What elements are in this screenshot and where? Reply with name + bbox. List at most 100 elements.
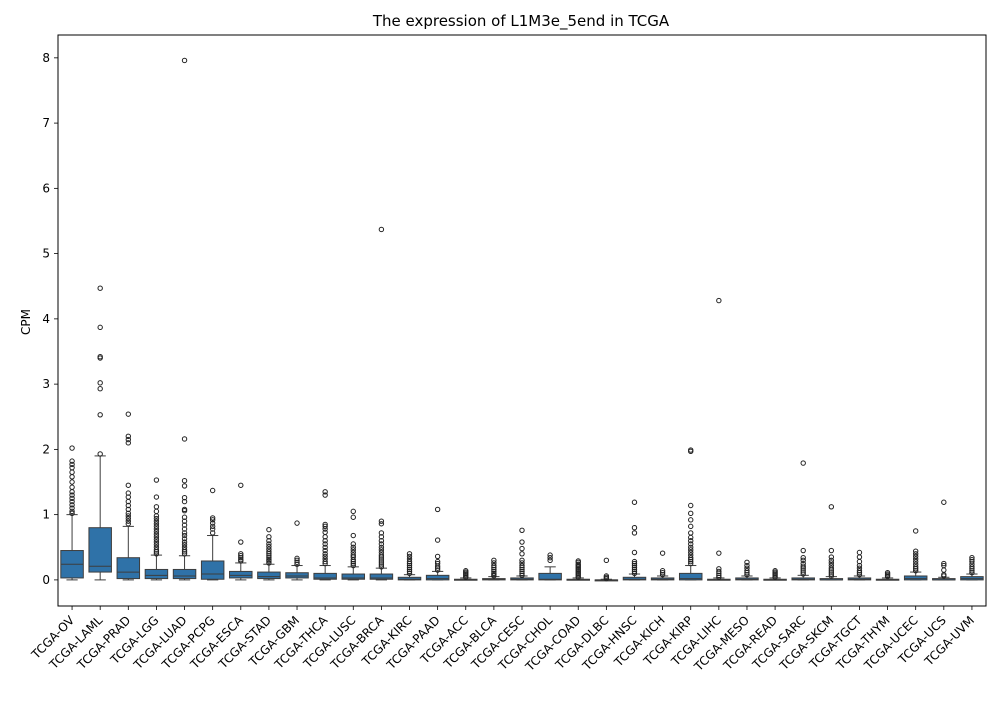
outlier-point (181, 57, 188, 64)
outlier-point (828, 557, 835, 564)
outlier-point (603, 573, 610, 579)
outlier-point (631, 560, 638, 567)
outlier-point (772, 568, 778, 574)
outlier-point (153, 544, 160, 550)
outlier-point (181, 436, 188, 442)
outlier-point (828, 547, 835, 554)
box-TCGA-LUSC (341, 573, 366, 580)
outlier-point (378, 544, 385, 550)
outlier-point (688, 502, 694, 509)
outlier-point (69, 474, 75, 480)
box-TCGA-BRCA (369, 573, 394, 580)
outlier-point (209, 526, 216, 532)
outlier-point (350, 514, 356, 520)
outlier-point (238, 482, 244, 488)
outlier-point (181, 494, 188, 501)
outlier-point (322, 521, 328, 528)
outlier-point (350, 541, 356, 547)
outlier-point (434, 553, 441, 560)
box-TCGA-GBM (285, 572, 309, 579)
outlier-point (688, 530, 694, 536)
box-TCGA-PRAD (116, 557, 141, 580)
outlier-point (941, 567, 947, 573)
outlier-point (266, 549, 272, 555)
outlier-point (322, 489, 328, 495)
outlier-point (322, 541, 328, 547)
outlier-point (941, 499, 947, 505)
outlier-point (941, 560, 947, 567)
outlier-point (378, 547, 385, 553)
box-TCGA-PCPG (200, 560, 225, 580)
outlier-point (744, 568, 750, 574)
outlier-point (659, 568, 666, 574)
outlier-point (69, 498, 75, 505)
outlier-point (463, 568, 469, 574)
outlier-point (434, 537, 441, 543)
y-tick-label: 2 (42, 442, 50, 456)
outlier-point (688, 541, 694, 547)
outlier-point (181, 483, 188, 489)
outlier-point (97, 451, 103, 457)
outlier-point (125, 515, 132, 522)
outlier-point (941, 562, 947, 569)
box-TCGA-UCEC (903, 575, 928, 581)
outlier-point (856, 568, 863, 574)
outlier-point (153, 521, 160, 527)
outlier-point (519, 539, 525, 545)
outlier-point (181, 514, 188, 520)
y-tick-label: 3 (42, 377, 50, 391)
outlier-point (912, 551, 919, 557)
outlier-point (547, 552, 553, 558)
outlier-point (659, 570, 666, 576)
outlier-point (69, 508, 75, 515)
outlier-point (688, 547, 694, 553)
y-axis-label: CPM (19, 309, 33, 335)
outlier-point (378, 521, 385, 527)
outlier-point (912, 548, 919, 554)
outlier-point (491, 557, 497, 564)
outlier-point (69, 492, 75, 498)
outlier-point (406, 553, 413, 560)
outlier-point (153, 494, 160, 500)
outlier-point (69, 458, 75, 464)
outlier-point (69, 461, 75, 468)
outlier-point (350, 549, 356, 556)
outlier-point (209, 520, 216, 526)
outlier-point (350, 532, 356, 539)
outlier-point (744, 562, 750, 569)
outlier-point (688, 517, 694, 523)
outlier-point (800, 547, 806, 554)
outlier-point (406, 556, 413, 562)
outlier-point (828, 560, 835, 566)
outlier-point (322, 558, 328, 565)
box-TCGA-KIRC (397, 576, 422, 581)
outlier-point (69, 445, 75, 451)
outlier-point (153, 504, 160, 510)
outlier-point (125, 521, 132, 527)
outlier-point (406, 551, 413, 557)
y-tick-label: 7 (42, 116, 50, 130)
box-TCGA-KIRP (678, 572, 703, 581)
outlier-point (153, 528, 160, 535)
outlier-point (69, 505, 75, 511)
outlier-point (266, 534, 272, 540)
outlier-point (209, 487, 216, 494)
outlier-point (519, 560, 525, 566)
outlier-point (153, 534, 160, 540)
outlier-point (519, 557, 525, 564)
outlier-point (69, 495, 75, 502)
outlier-point (266, 526, 272, 533)
outlier-point (69, 479, 75, 485)
axes-frame (57, 34, 987, 607)
outlier-point (912, 528, 919, 534)
box-TCGA-HNSC (622, 576, 647, 581)
outlier-point (856, 549, 863, 556)
outlier-point (519, 551, 525, 557)
box-TCGA-PAAD (425, 574, 450, 581)
outlier-point (716, 568, 722, 575)
outlier-point (856, 554, 863, 560)
outlier-point (688, 538, 694, 544)
outlier-point (491, 562, 497, 569)
outlier-point (800, 460, 806, 466)
